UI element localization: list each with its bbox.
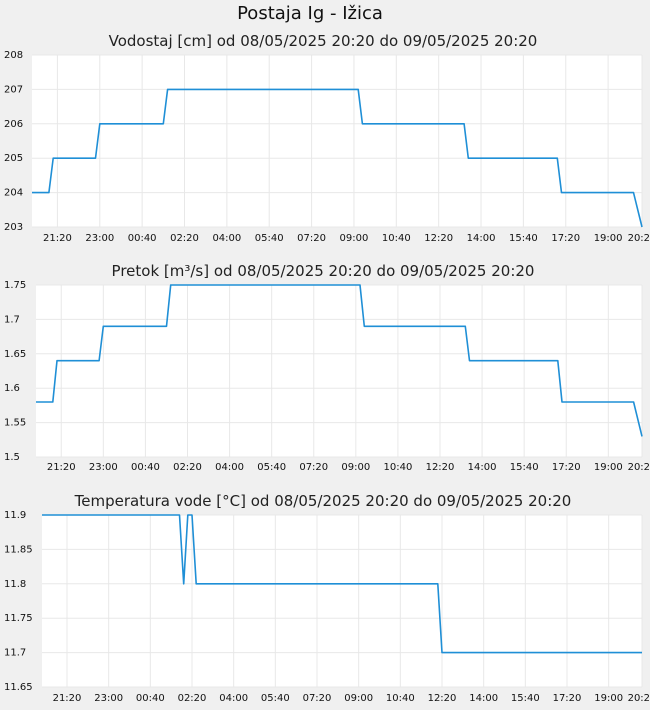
x-tick-label: 00:40 [128, 233, 157, 244]
x-tick-label: 20:20 [628, 233, 650, 244]
y-tick-label: 1.75 [4, 280, 26, 291]
series-line [36, 284, 643, 437]
y-tick-label: 1.6 [4, 383, 20, 394]
y-tick-label: 11.7 [4, 648, 26, 659]
x-tick-label: 10:40 [386, 693, 415, 704]
y-tick-label: 1.65 [4, 349, 26, 360]
x-tick-label: 17:20 [553, 693, 582, 704]
plot-area [42, 515, 642, 687]
x-tick-label: 09:00 [344, 693, 373, 704]
y-tick-label: 11.65 [4, 682, 33, 693]
x-tick-label: 19:00 [594, 233, 623, 244]
y-tick-label: 208 [4, 50, 23, 61]
x-tick-label: 19:00 [594, 693, 623, 704]
x-tick-label: 15:40 [510, 462, 539, 473]
x-tick-label: 23:00 [89, 462, 118, 473]
y-tick-label: 1.55 [4, 418, 26, 429]
x-tick-label: 05:40 [255, 233, 284, 244]
y-tick-label: 207 [4, 84, 23, 95]
x-tick-label: 02:20 [173, 462, 202, 473]
x-tick-label: 10:40 [382, 233, 411, 244]
x-tick-label: 23:00 [85, 233, 114, 244]
y-tick-label: 203 [4, 222, 23, 233]
x-tick-label: 20:20 [628, 693, 650, 704]
y-tick-label: 11.9 [4, 510, 26, 521]
y-tick-label: 204 [4, 188, 23, 199]
x-tick-label: 07:20 [299, 462, 328, 473]
x-tick-label: 00:40 [136, 693, 165, 704]
chart-3: Temperatura vode [°C] od 08/05/2025 20:2… [4, 492, 650, 704]
x-tick-label: 09:00 [341, 462, 370, 473]
x-tick-label: 14:00 [467, 233, 496, 244]
x-tick-label: 12:20 [426, 462, 455, 473]
x-tick-label: 15:40 [509, 233, 538, 244]
chart-title: Pretok [m³/s] od 08/05/2025 20:20 do 09/… [112, 262, 535, 280]
x-tick-label: 14:00 [469, 693, 498, 704]
chart-2: Pretok [m³/s] od 08/05/2025 20:20 do 09/… [4, 262, 650, 473]
x-tick-label: 21:20 [43, 233, 72, 244]
x-tick-label: 07:20 [303, 693, 332, 704]
x-tick-label: 05:40 [257, 462, 286, 473]
x-tick-label: 15:40 [511, 693, 540, 704]
y-tick-label: 206 [4, 119, 23, 130]
x-tick-label: 12:20 [424, 233, 453, 244]
x-tick-label: 17:20 [552, 462, 581, 473]
x-tick-label: 17:20 [551, 233, 580, 244]
x-tick-label: 02:20 [178, 693, 207, 704]
x-tick-label: 12:20 [428, 693, 457, 704]
page-title: Postaja Ig - Ižica [237, 3, 383, 24]
x-tick-label: 05:40 [261, 693, 290, 704]
x-tick-label: 04:00 [212, 233, 241, 244]
y-tick-label: 205 [4, 153, 23, 164]
x-tick-label: 00:40 [131, 462, 160, 473]
plot-area [36, 285, 642, 457]
x-tick-label: 04:00 [215, 462, 244, 473]
x-tick-label: 21:20 [47, 462, 76, 473]
x-tick-label: 04:00 [219, 693, 248, 704]
chart-title: Vodostaj [cm] od 08/05/2025 20:20 do 09/… [109, 32, 538, 50]
series-line [42, 514, 642, 654]
y-tick-label: 11.85 [4, 544, 33, 555]
x-tick-label: 10:40 [384, 462, 413, 473]
x-tick-label: 02:20 [170, 233, 199, 244]
y-tick-label: 1.5 [4, 452, 20, 463]
plot-area [32, 55, 642, 227]
chart-1: Vodostaj [cm] od 08/05/2025 20:20 do 09/… [4, 32, 650, 244]
series-line [32, 88, 643, 228]
x-tick-label: 21:20 [53, 693, 82, 704]
x-tick-label: 09:00 [340, 233, 369, 244]
x-tick-label: 07:20 [297, 233, 326, 244]
x-tick-label: 19:00 [594, 462, 623, 473]
chart-title: Temperatura vode [°C] od 08/05/2025 20:2… [74, 492, 572, 510]
x-tick-label: 23:00 [94, 693, 123, 704]
y-tick-label: 11.8 [4, 579, 26, 590]
x-tick-label: 14:00 [468, 462, 497, 473]
y-tick-label: 1.7 [4, 314, 20, 325]
y-tick-label: 11.75 [4, 613, 33, 624]
x-tick-label: 20:20 [628, 462, 650, 473]
